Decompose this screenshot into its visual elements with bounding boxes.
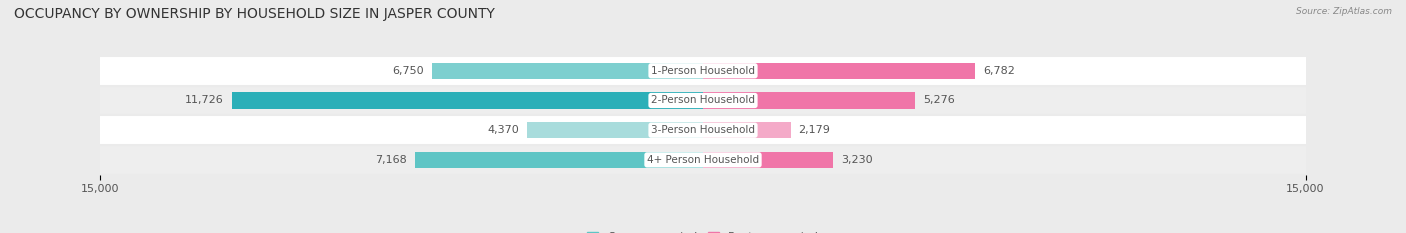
Bar (703, 122, 790, 138)
Text: 5,276: 5,276 (922, 96, 955, 106)
Text: 6,750: 6,750 (392, 66, 423, 76)
Bar (100, 86, 1306, 115)
Text: 6,782: 6,782 (983, 66, 1015, 76)
Bar (100, 115, 1306, 145)
Text: Source: ZipAtlas.com: Source: ZipAtlas.com (1296, 7, 1392, 16)
Bar (415, 152, 703, 168)
Text: 7,168: 7,168 (375, 155, 406, 165)
Legend: Owner-occupied, Renter-occupied: Owner-occupied, Renter-occupied (582, 227, 824, 233)
Bar (100, 56, 1306, 86)
Text: 2-Person Household: 2-Person Household (651, 96, 755, 106)
Text: 4+ Person Household: 4+ Person Household (647, 155, 759, 165)
Text: 2,179: 2,179 (799, 125, 831, 135)
Bar (432, 63, 703, 79)
Bar (232, 92, 703, 109)
Bar (100, 145, 1306, 175)
Text: 11,726: 11,726 (186, 96, 224, 106)
Text: OCCUPANCY BY OWNERSHIP BY HOUSEHOLD SIZE IN JASPER COUNTY: OCCUPANCY BY OWNERSHIP BY HOUSEHOLD SIZE… (14, 7, 495, 21)
Text: 3-Person Household: 3-Person Household (651, 125, 755, 135)
Bar (703, 92, 915, 109)
Text: 1-Person Household: 1-Person Household (651, 66, 755, 76)
Bar (527, 122, 703, 138)
Text: 3,230: 3,230 (841, 155, 872, 165)
Bar (703, 63, 976, 79)
Bar (703, 152, 832, 168)
Text: 4,370: 4,370 (488, 125, 519, 135)
